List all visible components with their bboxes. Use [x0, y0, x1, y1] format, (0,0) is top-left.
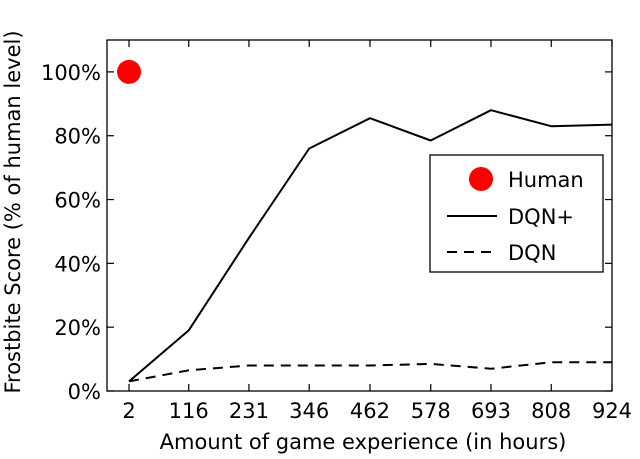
marker-human	[117, 59, 142, 84]
legend-marker-human	[469, 167, 493, 191]
y-tick-label: 100%	[41, 61, 101, 85]
x-tick-label: 231	[229, 399, 269, 423]
x-tick-label: 693	[471, 399, 511, 423]
y-axis-title: Frostbite Score (% of human level)	[1, 30, 25, 393]
y-tick-label: 80%	[54, 125, 101, 149]
x-tick-label: 346	[289, 399, 329, 423]
legend: Human DQN+ DQN	[429, 154, 604, 273]
series-line-dqn	[128, 361, 612, 383]
y-tick-label: 40%	[54, 252, 101, 276]
y-tick-label: 0%	[68, 380, 101, 404]
x-tick-label: 2	[122, 399, 135, 423]
legend-frame	[429, 154, 604, 273]
x-tick-label: 924	[592, 399, 632, 423]
x-tick-label: 578	[411, 399, 451, 423]
x-tick-label: 462	[350, 399, 390, 423]
x-tick-label: 116	[169, 399, 209, 423]
legend-label-dqn: DQN	[508, 241, 556, 265]
plot-lines	[117, 59, 613, 383]
x-axis-title: Amount of game experience (in hours)	[160, 430, 567, 454]
legend-label-human: Human	[508, 168, 584, 192]
plot-frame	[106, 39, 613, 392]
series-line-dqn-plus	[128, 109, 613, 383]
legend-label-dqn-plus: DQN+	[508, 205, 574, 229]
y-tick-label: 20%	[54, 316, 101, 340]
x-tick-label: 808	[531, 399, 571, 423]
x-axis: 2 116 231 346 462 578 693 808 924	[122, 40, 632, 423]
y-axis: 0% 20% 40% 60% 80% 100%	[41, 61, 612, 404]
y-tick-label: 60%	[54, 189, 101, 213]
